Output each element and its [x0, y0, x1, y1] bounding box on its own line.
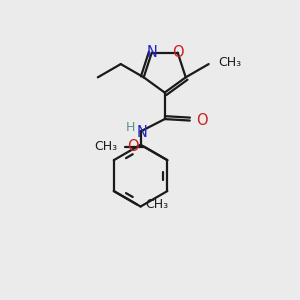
Text: H: H	[126, 122, 135, 134]
Text: O: O	[172, 45, 184, 60]
Text: N: N	[146, 45, 157, 60]
Text: CH₃: CH₃	[94, 140, 117, 153]
Text: CH₃: CH₃	[218, 56, 241, 69]
Text: N: N	[136, 125, 148, 140]
Text: O: O	[128, 140, 139, 154]
Text: CH₃: CH₃	[145, 198, 168, 211]
Text: O: O	[196, 113, 208, 128]
